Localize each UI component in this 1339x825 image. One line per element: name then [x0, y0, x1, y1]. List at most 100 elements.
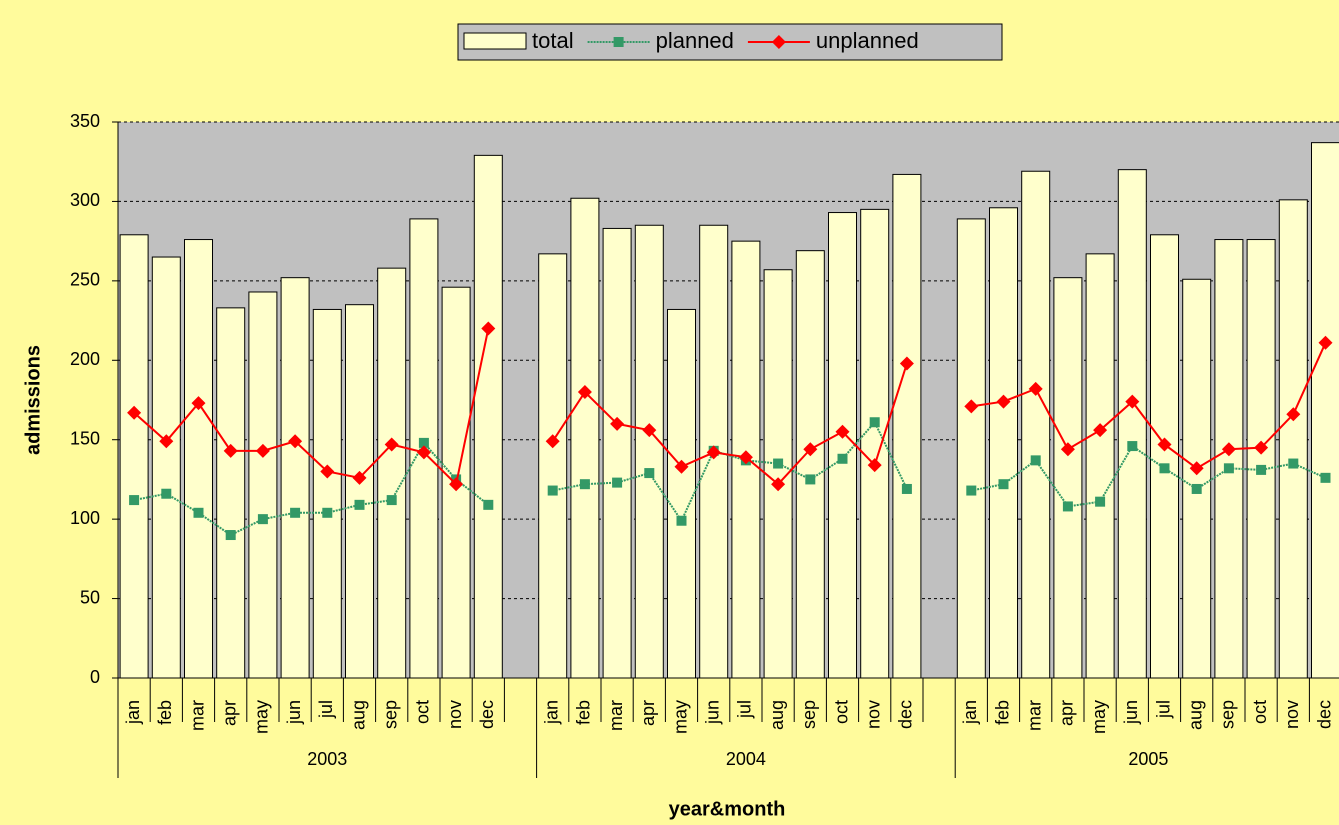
- bar: [1150, 234, 1179, 679]
- marker: [964, 399, 979, 414]
- marker: [612, 477, 623, 488]
- x-tick-label: jul: [735, 700, 755, 719]
- marker: [676, 515, 687, 526]
- marker: [1320, 472, 1331, 483]
- series-line: [133, 328, 1327, 487]
- y-tick-label: 150: [70, 428, 100, 448]
- bar: [1053, 277, 1083, 679]
- x-tick-label: apr: [1057, 700, 1077, 726]
- x-tick-label: may: [252, 700, 272, 734]
- y-tick-label: 200: [70, 349, 100, 369]
- x-tick-label: nov: [863, 700, 883, 729]
- marker: [354, 499, 365, 510]
- marker: [579, 479, 590, 490]
- marker: [159, 434, 174, 449]
- y-tick-label: 250: [70, 270, 100, 290]
- marker: [577, 385, 592, 400]
- marker: [1159, 463, 1170, 474]
- marker: [1062, 501, 1073, 512]
- bar: [473, 154, 503, 679]
- bar: [1117, 169, 1147, 679]
- x-tick-label: may: [1089, 700, 1109, 734]
- x-tick-label: jul: [316, 700, 336, 719]
- bar: [280, 277, 310, 679]
- x-tick-label: aug: [1185, 700, 1205, 730]
- group-label: 2005: [1128, 749, 1168, 769]
- legend-marker: [613, 37, 624, 47]
- marker: [1191, 483, 1202, 494]
- marker: [674, 459, 689, 474]
- marker: [161, 488, 172, 499]
- x-tick-label: apr: [638, 700, 658, 726]
- x-tick-label: oct: [1250, 700, 1270, 724]
- x-tick-label: aug: [348, 700, 368, 730]
- x-tick-label: jan: [541, 700, 561, 725]
- marker: [803, 442, 818, 457]
- marker: [193, 507, 204, 518]
- bar: [184, 239, 213, 679]
- marker: [966, 485, 977, 496]
- x-tick-label: jul: [1153, 700, 1173, 719]
- x-tick-label: aug: [767, 700, 787, 730]
- bar: [892, 173, 922, 679]
- x-tick-label: jun: [702, 700, 722, 725]
- marker: [416, 445, 431, 460]
- marker: [1254, 440, 1269, 455]
- marker: [1189, 461, 1204, 476]
- marker: [386, 495, 397, 506]
- x-tick-label: apr: [219, 700, 239, 726]
- marker: [384, 437, 399, 452]
- marker: [288, 434, 303, 449]
- bar: [956, 218, 986, 679]
- bar: [1085, 253, 1115, 679]
- bar: [570, 197, 600, 679]
- marker: [1030, 455, 1041, 466]
- marker: [223, 443, 238, 458]
- marker: [255, 443, 270, 458]
- bar: [1021, 170, 1051, 679]
- x-tick-label: may: [670, 700, 690, 734]
- marker: [1157, 437, 1172, 452]
- x-tick-label: dec: [1314, 700, 1334, 729]
- marker: [773, 458, 784, 469]
- marker: [869, 417, 880, 428]
- marker: [547, 485, 558, 496]
- marker: [545, 434, 560, 449]
- x-axis-title: year&month: [669, 798, 786, 820]
- marker: [996, 394, 1011, 409]
- y-tick-label: 50: [80, 587, 100, 607]
- bar: [1278, 199, 1308, 679]
- bar: [151, 256, 181, 679]
- marker: [837, 453, 848, 464]
- group-label: 2004: [726, 749, 766, 769]
- x-tick-label: nov: [445, 700, 465, 729]
- marker: [290, 507, 301, 518]
- x-tick-label: dec: [477, 700, 497, 729]
- marker: [320, 464, 335, 479]
- bar: [119, 234, 149, 679]
- marker: [1127, 441, 1138, 452]
- legend-swatch: [463, 32, 527, 50]
- marker: [1286, 407, 1301, 422]
- marker: [1256, 464, 1267, 475]
- bar: [312, 308, 342, 679]
- bar: [1182, 278, 1212, 679]
- x-tick-label: jan: [960, 700, 980, 725]
- y-tick-label: 300: [70, 190, 100, 210]
- bar: [795, 250, 825, 679]
- x-tick-label: mar: [606, 700, 626, 731]
- marker: [644, 468, 655, 479]
- x-tick-label: nov: [1282, 700, 1302, 729]
- bar: [248, 291, 278, 679]
- marker: [738, 450, 753, 465]
- bar: [345, 304, 374, 679]
- marker: [642, 423, 657, 438]
- marker: [835, 424, 850, 439]
- marker: [901, 483, 912, 494]
- marker: [610, 416, 625, 431]
- marker: [1028, 381, 1043, 396]
- x-tick-label: feb: [155, 700, 175, 725]
- x-tick-label: oct: [831, 700, 851, 724]
- x-tick-label: jun: [1121, 700, 1141, 725]
- marker: [449, 477, 464, 492]
